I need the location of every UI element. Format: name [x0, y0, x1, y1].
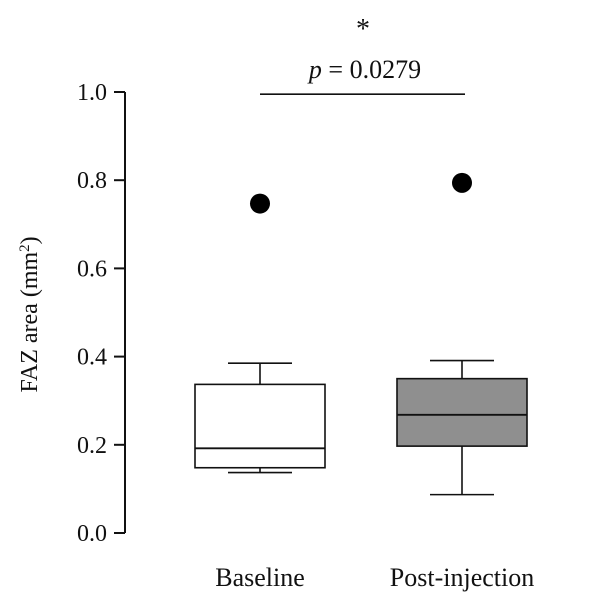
y-tick-label: 0.8 [77, 168, 107, 194]
box-group [194, 193, 326, 474]
p-value-text: = 0.0279 [322, 55, 421, 84]
outlier-point [250, 193, 270, 214]
y-axis-label-text: FAZ area (mm [17, 252, 43, 393]
y-tick-label: 1.0 [77, 80, 107, 106]
significance-annotation: * p = 0.0279 [260, 14, 465, 96]
y-tick-label: 0.4 [77, 345, 107, 371]
y-axis-label-suffix: ) [17, 236, 43, 244]
y-tick-label: 0.6 [77, 256, 107, 282]
y-axis: 0.0 0.2 0.4 0.6 0.8 1.0 [77, 80, 126, 547]
boxes [194, 172, 528, 496]
y-tick-label: 0.2 [77, 433, 107, 459]
outlier-point [452, 172, 472, 193]
significance-star: * [356, 14, 370, 45]
y-axis-label-superscript: 2 [17, 244, 33, 252]
y-tick-label: 0.0 [77, 521, 107, 547]
y-axis-label: FAZ area (mm2) [17, 236, 43, 392]
p-value-label: p = 0.0279 [307, 55, 421, 84]
box-iqr [194, 383, 326, 469]
box-iqr [396, 377, 528, 447]
p-value-symbol: p [307, 55, 322, 84]
y-ticks: 0.0 0.2 0.4 0.6 0.8 1.0 [77, 80, 125, 547]
x-tick-label: Post-injection [390, 563, 534, 592]
x-axis-labels: Baseline Post-injection [215, 563, 534, 592]
box-group [396, 172, 528, 496]
x-tick-label: Baseline [215, 563, 305, 592]
